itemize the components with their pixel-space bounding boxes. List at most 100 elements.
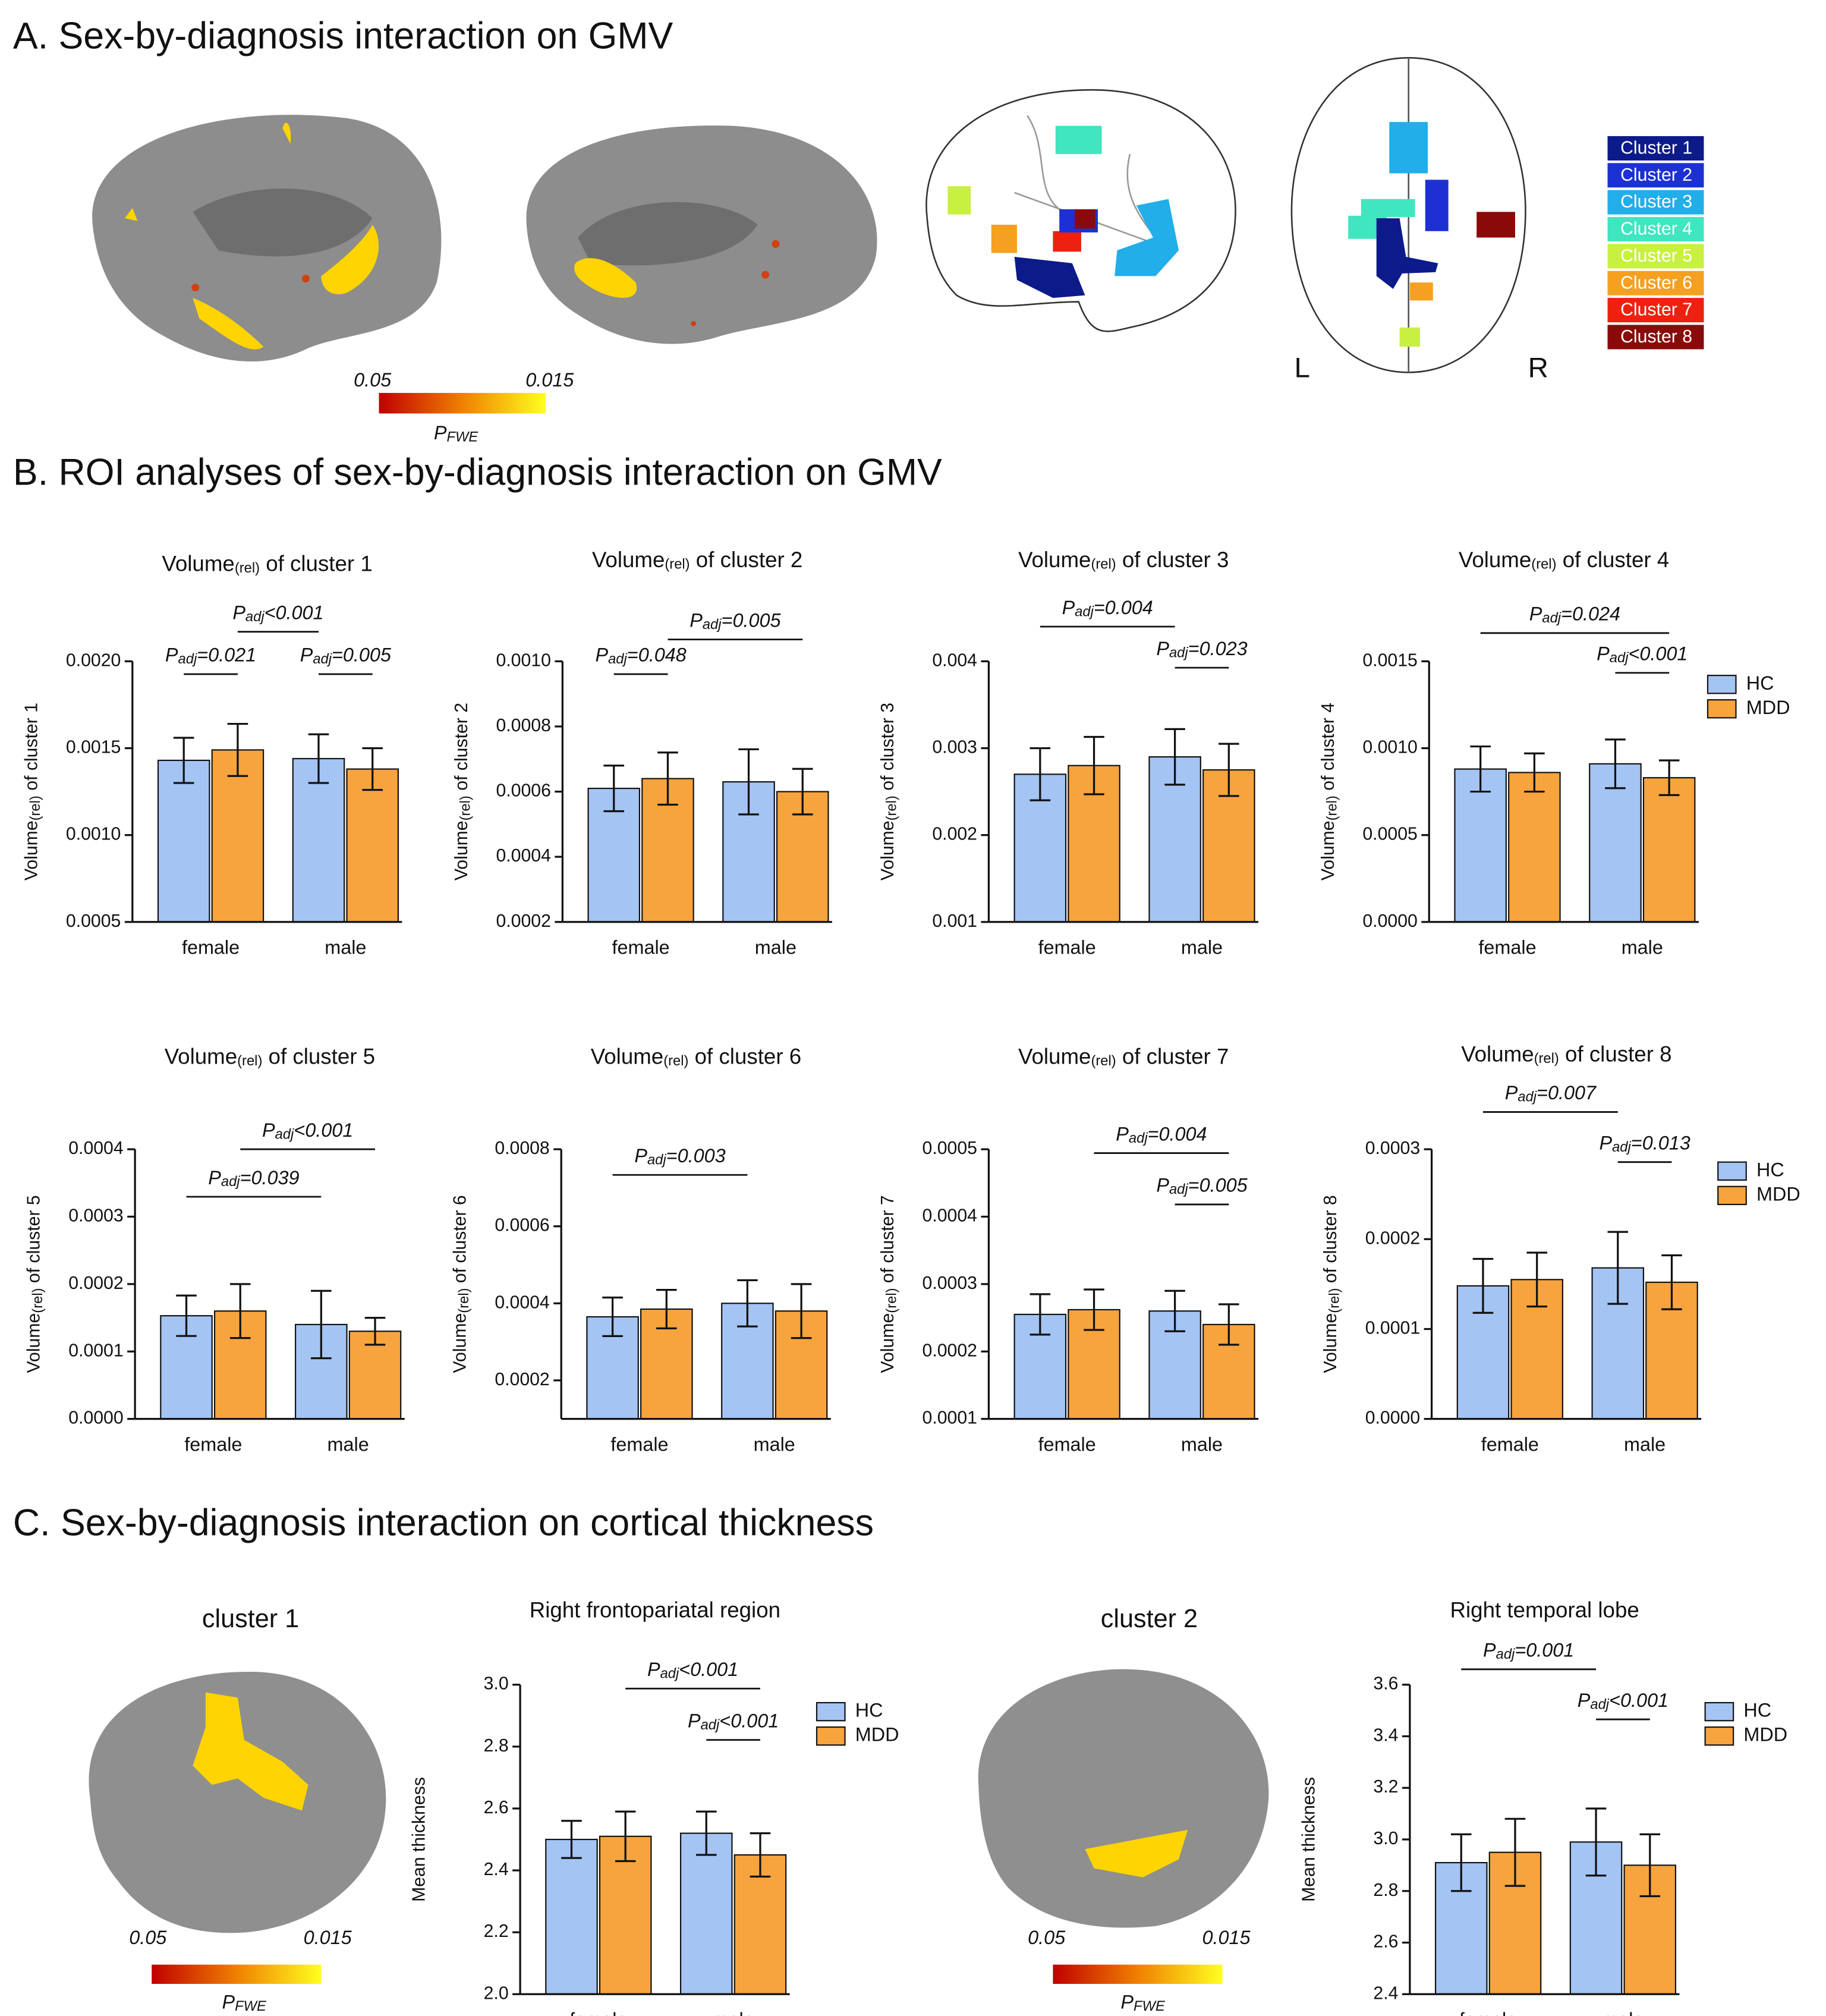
bar bbox=[1589, 763, 1642, 923]
text-part: Volume bbox=[1321, 1313, 1340, 1373]
bar bbox=[679, 1832, 733, 1995]
text-part: Volume bbox=[878, 820, 898, 880]
y-tick-label: 0.0006 bbox=[496, 781, 550, 801]
x-tick-label: male bbox=[1624, 1434, 1666, 1455]
colorbar-max: 0.015 bbox=[304, 1927, 352, 1948]
p: P bbox=[434, 422, 447, 444]
chart-title: Volume(rel) of cluster 7 bbox=[1018, 1044, 1229, 1069]
subscript: (rel) bbox=[1327, 1288, 1343, 1313]
cluster-label: Cluster 8 bbox=[1620, 327, 1692, 347]
significance-label: Padj<0.001 bbox=[262, 1119, 353, 1142]
text-part: of cluster 4 bbox=[1557, 548, 1670, 572]
significance-label: Padj<0.001 bbox=[647, 1659, 738, 1682]
cluster-label: Cluster 5 bbox=[1620, 246, 1692, 266]
x-tick-label: female bbox=[612, 937, 670, 958]
significance-label: Padj=0.024 bbox=[1529, 603, 1620, 626]
subscript: adj bbox=[1590, 1697, 1609, 1713]
text-part: =0.004 bbox=[1094, 596, 1153, 618]
y-tick-label: 0.0000 bbox=[68, 1408, 123, 1428]
text-part: P bbox=[690, 609, 703, 631]
error-bar bbox=[1526, 1251, 1547, 1308]
y-tick-label: 3.0 bbox=[484, 1674, 509, 1694]
x-tick-label: male bbox=[1602, 2009, 1644, 2016]
subscript: adj bbox=[647, 1152, 666, 1168]
cluster-label: Cluster 4 bbox=[1620, 219, 1692, 239]
y-tick-label: 2.8 bbox=[1373, 1880, 1398, 1900]
y-tick-label: 0.0004 bbox=[495, 1292, 549, 1312]
error-bar bbox=[750, 1832, 771, 1878]
text-part: of cluster 1 bbox=[21, 703, 41, 795]
error-bar bbox=[1504, 1817, 1526, 1887]
text-part: =0.021 bbox=[197, 644, 256, 665]
error-bar bbox=[1084, 1288, 1104, 1331]
x-tick-label: male bbox=[1181, 1434, 1223, 1455]
text-part: of cluster 5 bbox=[24, 1195, 44, 1288]
y-tick-label: 3.2 bbox=[1373, 1777, 1398, 1797]
text-part: P bbox=[688, 1710, 701, 1731]
y-axis-label: Volume(rel) of cluster 5 bbox=[24, 1195, 46, 1373]
bar bbox=[1642, 777, 1696, 923]
text-part: P bbox=[1062, 596, 1075, 618]
right-label: R bbox=[1528, 353, 1548, 384]
subscript: adj bbox=[1169, 1181, 1188, 1197]
text-part: Volume bbox=[452, 820, 471, 880]
y-tick-label: 0.0008 bbox=[495, 1138, 549, 1158]
error-bar bbox=[657, 751, 678, 806]
x-tick-label: female bbox=[1459, 2009, 1517, 2016]
lateral-brain-2 bbox=[978, 1669, 1269, 1928]
y-tick-label: 0.001 bbox=[932, 911, 977, 931]
error-bar bbox=[1030, 747, 1051, 801]
y-tick-label: 0.0020 bbox=[66, 650, 121, 670]
y-tick-label: 0.0015 bbox=[66, 737, 121, 757]
y-tick-label: 0.0004 bbox=[923, 1206, 977, 1225]
subscript: adj bbox=[608, 651, 627, 667]
legend-label: MDD bbox=[855, 1724, 899, 1745]
text-part: Volume bbox=[451, 1313, 470, 1373]
text-part: =0.001 bbox=[1515, 1639, 1574, 1660]
x-tick-label: female bbox=[610, 1434, 668, 1455]
error-bar bbox=[1607, 1231, 1629, 1305]
error-bar bbox=[1605, 738, 1626, 790]
subscript: adj bbox=[221, 1174, 240, 1190]
y-axis-label: Volume(rel) of cluster 8 bbox=[1321, 1195, 1343, 1373]
text-part: P bbox=[1597, 643, 1610, 664]
error-bar bbox=[603, 765, 625, 813]
significance-label: Padj=0.039 bbox=[208, 1166, 299, 1190]
y-axis-label: Mean thickness bbox=[410, 1777, 429, 1902]
bar bbox=[733, 1854, 787, 1995]
bar bbox=[157, 759, 210, 923]
text-part: of cluster 2 bbox=[452, 703, 471, 795]
x-tick-label: female bbox=[1478, 937, 1536, 958]
legend-label: HC bbox=[1746, 672, 1774, 694]
significance-label: Padj=0.005 bbox=[1156, 1174, 1248, 1197]
legend-label: HC bbox=[1756, 1159, 1784, 1180]
text-part: <0.001 bbox=[679, 1659, 738, 1680]
bar bbox=[1454, 768, 1507, 923]
significance-label: Padj<0.001 bbox=[688, 1710, 779, 1733]
text-part: of cluster 6 bbox=[451, 1195, 470, 1288]
y-tick-label: 0.0008 bbox=[496, 716, 550, 735]
text-part: of cluster 5 bbox=[262, 1044, 375, 1068]
error-bar bbox=[615, 1810, 636, 1863]
p: P bbox=[222, 1991, 235, 2012]
cluster-label: Cluster 2 bbox=[1620, 165, 1692, 185]
text-part: P bbox=[1116, 1123, 1129, 1144]
legend-swatch bbox=[1717, 1161, 1747, 1181]
error-bar bbox=[229, 1283, 251, 1339]
y-tick-label: 2.8 bbox=[484, 1736, 509, 1756]
subscript: adj bbox=[1518, 1089, 1537, 1105]
text-part: Volume bbox=[1318, 820, 1338, 880]
text-part: =0.005 bbox=[722, 609, 782, 631]
subscript: adj bbox=[1075, 604, 1094, 620]
panel-b-heading: B. ROI analyses of sex-by-diagnosis inte… bbox=[13, 452, 942, 493]
x-tick-label: female bbox=[182, 937, 240, 958]
y-tick-label: 2.4 bbox=[484, 1860, 509, 1879]
cluster-swatch bbox=[1607, 190, 1704, 215]
text-part: <0.001 bbox=[1609, 1689, 1668, 1710]
cluster-swatch bbox=[1607, 217, 1704, 242]
